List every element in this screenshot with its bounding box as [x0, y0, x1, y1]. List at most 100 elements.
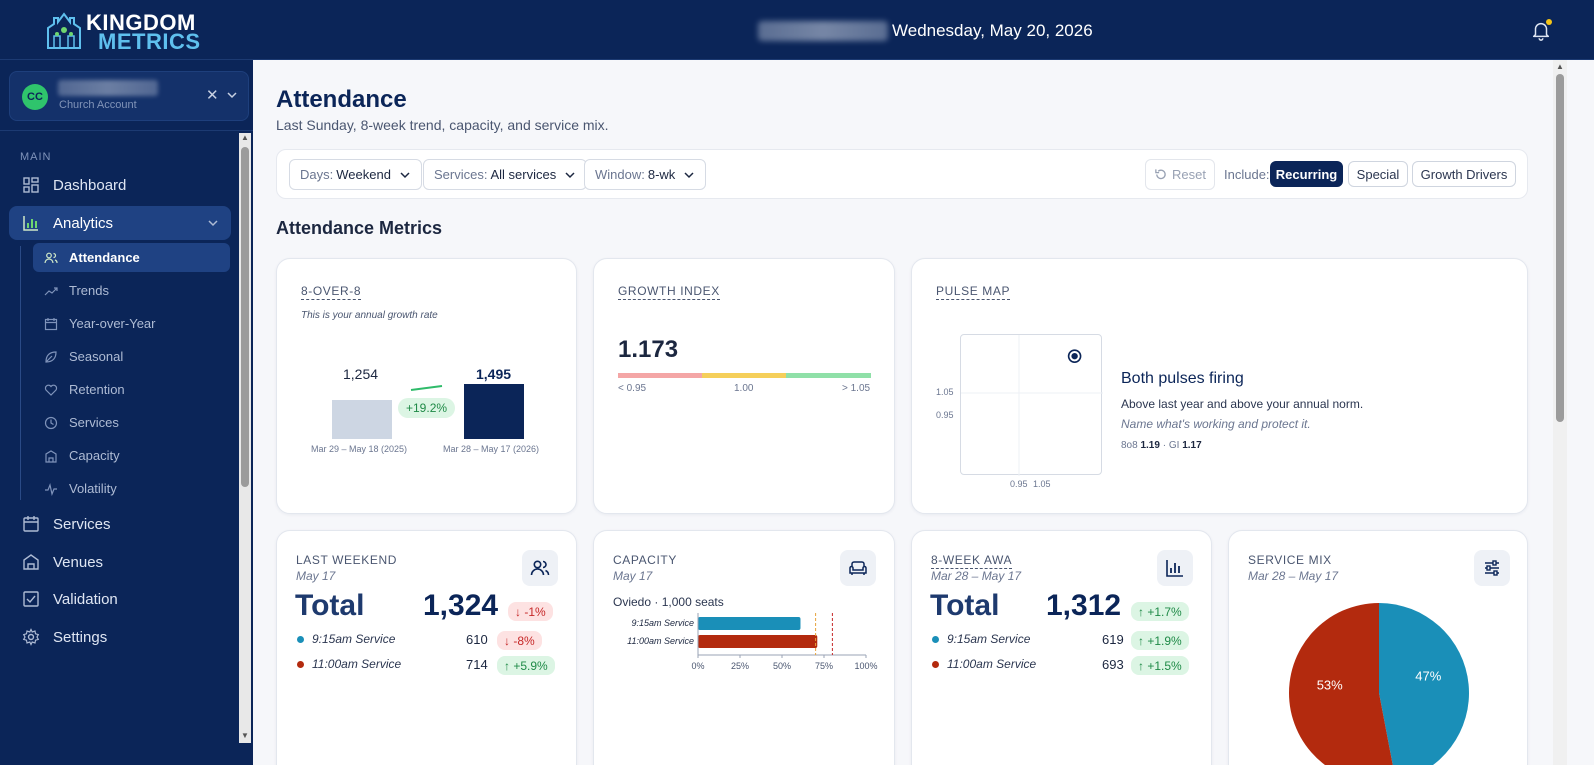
account-subtitle: Church Account — [59, 99, 137, 111]
calendar-icon — [43, 316, 59, 332]
close-icon[interactable]: ✕ — [206, 87, 219, 104]
bar-chart-icon[interactable] — [1157, 550, 1193, 586]
app-logo[interactable]: KINGDOM METRICS — [46, 10, 216, 54]
pie-slice[interactable] — [1289, 603, 1396, 765]
series-dot — [932, 635, 939, 643]
sidebar-item-validation[interactable]: Validation — [9, 582, 231, 616]
card-label[interactable]: 8-OVER-8 — [301, 284, 362, 300]
scrollbar-thumb[interactable] — [1556, 74, 1564, 422]
pulse-point[interactable] — [1071, 352, 1078, 360]
delta-value: +1.5% — [1147, 658, 1182, 673]
page-title: Attendance — [276, 86, 407, 113]
heart-icon — [43, 382, 59, 398]
header-greeting: Wednesday, May 20, 2026 — [758, 18, 1093, 44]
capacity-bar[interactable] — [698, 617, 801, 630]
capacity-venue: Oviedo · 1,000 seats — [613, 595, 724, 609]
filter-label: Services: — [434, 167, 488, 182]
prev-period-value: 1,254 — [343, 366, 379, 382]
prev-period-caption: Mar 29 – May 18 (2025) — [311, 444, 408, 454]
account-switcher[interactable]: CC Church Account ✕ — [9, 71, 249, 121]
delta-value: +1.7% — [1147, 604, 1182, 619]
redacted-user-name — [758, 21, 888, 41]
sidebar-subitem-label: Attendance — [69, 250, 140, 265]
card-date: Mar 28 – May 17 — [931, 569, 1022, 583]
sidebar-scrollbar[interactable]: ▲ ▼ — [239, 133, 251, 743]
capacity-tick-label: 25% — [731, 661, 749, 671]
sidebar-item-label: Settings — [53, 628, 108, 646]
sidebar-subitem-capacity[interactable]: Capacity — [33, 441, 230, 470]
service-row: 11:00am Service — [297, 657, 401, 671]
sidebar-subitem-label: Seasonal — [69, 349, 124, 364]
scroll-up-icon[interactable]: ▲ — [241, 133, 249, 142]
top-bar: KINGDOM METRICS Wednesday, May 20, 2026 — [0, 0, 1594, 60]
service-name: 9:15am Service — [312, 632, 396, 646]
card-label[interactable]: GROWTH INDEX — [618, 284, 720, 300]
pie-slice[interactable] — [1379, 603, 1469, 765]
sidebar-item-services[interactable]: Services — [9, 507, 231, 541]
sidebar-subitem-attendance[interactable]: Attendance — [33, 243, 230, 272]
pulse-text-c: above your annual norm. — [1230, 397, 1364, 411]
chevron-down-icon[interactable] — [226, 89, 238, 101]
bell-icon[interactable] — [1530, 19, 1552, 41]
scrollbar-thumb[interactable] — [241, 147, 249, 487]
sidebar-subitem-label: Retention — [69, 382, 125, 397]
card-date: May 17 — [296, 569, 336, 583]
delta-value: +5.9% — [513, 658, 548, 673]
sidebar-item-venues[interactable]: Venues — [9, 545, 231, 579]
sidebar-subitem-trends[interactable]: Trends — [33, 276, 230, 305]
gi-tick-high: > 1.05 — [842, 383, 871, 394]
sidebar-subitem-services[interactable]: Services — [33, 408, 230, 437]
capacity-bar[interactable] — [698, 635, 818, 648]
card-date: Mar 28 – May 17 — [1248, 569, 1339, 583]
filter-value: 8-wk — [647, 167, 676, 182]
main-scrollbar[interactable]: ▲ — [1553, 60, 1567, 765]
chevron-down-icon — [400, 171, 410, 178]
services-filter[interactable]: Services: All services — [423, 159, 588, 190]
notification-dot — [1546, 19, 1552, 25]
scroll-up-icon[interactable]: ▲ — [1556, 62, 1564, 71]
capacity-card: CAPACITY May 17 Oviedo · 1,000 seats 9:1… — [593, 530, 895, 765]
card-date: May 17 — [613, 569, 653, 583]
days-filter[interactable]: Days: Weekend — [289, 159, 422, 190]
sofa-icon[interactable] — [840, 550, 876, 586]
total-label: Total — [295, 589, 365, 622]
users-icon[interactable] — [522, 550, 558, 586]
include-special-toggle[interactable]: Special — [1348, 161, 1408, 187]
main-content: Attendance Last Sunday, 8-week trend, ca… — [253, 60, 1594, 765]
sidebar-item-settings[interactable]: Settings — [9, 620, 231, 654]
capacity-chart: 9:15am Service 11:00am Service 0% 25% 50% 75%… — [627, 613, 878, 671]
growth-index-card: GROWTH INDEX 1.173 < 0.95 1.00 > 1.05 — [593, 258, 895, 514]
sidebar-subitem-year-over-year[interactable]: Year-over-Year — [33, 309, 230, 338]
scroll-down-icon[interactable]: ▼ — [241, 731, 249, 740]
venue-seats: 1,000 seats — [661, 595, 724, 609]
service-delta-badge: ↑ +1.9% — [1131, 631, 1189, 650]
sidebar-subitem-volatility[interactable]: Volatility — [33, 474, 230, 503]
clock-icon — [43, 415, 59, 431]
gi-value: 1.17 — [1182, 440, 1202, 451]
capacity-tick-label: 75% — [815, 661, 833, 671]
building-icon — [21, 552, 41, 572]
users-icon — [43, 250, 59, 266]
include-recurring-toggle[interactable]: Recurring — [1270, 161, 1343, 187]
window-filter[interactable]: Window: 8-wk — [584, 159, 707, 190]
eight-over-eight-card: 8-OVER-8 This is your annual growth rate… — [276, 258, 577, 514]
chevron-down-icon — [684, 171, 694, 178]
sidebar-subitem-retention[interactable]: Retention — [33, 375, 230, 404]
card-label[interactable]: PULSE MAP — [936, 284, 1011, 300]
pulse-map-plot — [960, 334, 1103, 476]
curr-period-bar — [464, 384, 524, 439]
growth-connector-line — [410, 385, 443, 391]
pulse-text-a: Above last year — [1121, 397, 1204, 411]
card-label[interactable]: 8-WEEK AWA — [931, 553, 1013, 569]
capacity-tick-label: 50% — [773, 661, 791, 671]
sidebar-item-dashboard[interactable]: Dashboard — [9, 168, 231, 202]
pulse-map-card: PULSE MAP 1.05 0.95 0.95 1.05 Both pulse… — [911, 258, 1528, 514]
include-growth-drivers-toggle[interactable]: Growth Drivers — [1412, 161, 1516, 187]
reset-button[interactable]: Reset — [1145, 159, 1215, 190]
pulse-headline: Both pulses firing — [1121, 370, 1244, 387]
sidebar-subitem-seasonal[interactable]: Seasonal — [33, 342, 230, 371]
eo8-value: 1.19 — [1140, 440, 1160, 451]
sliders-icon[interactable] — [1474, 550, 1510, 586]
sidebar-item-analytics[interactable]: Analytics — [9, 206, 231, 240]
logo-word-1: KINGDOM — [86, 10, 196, 35]
